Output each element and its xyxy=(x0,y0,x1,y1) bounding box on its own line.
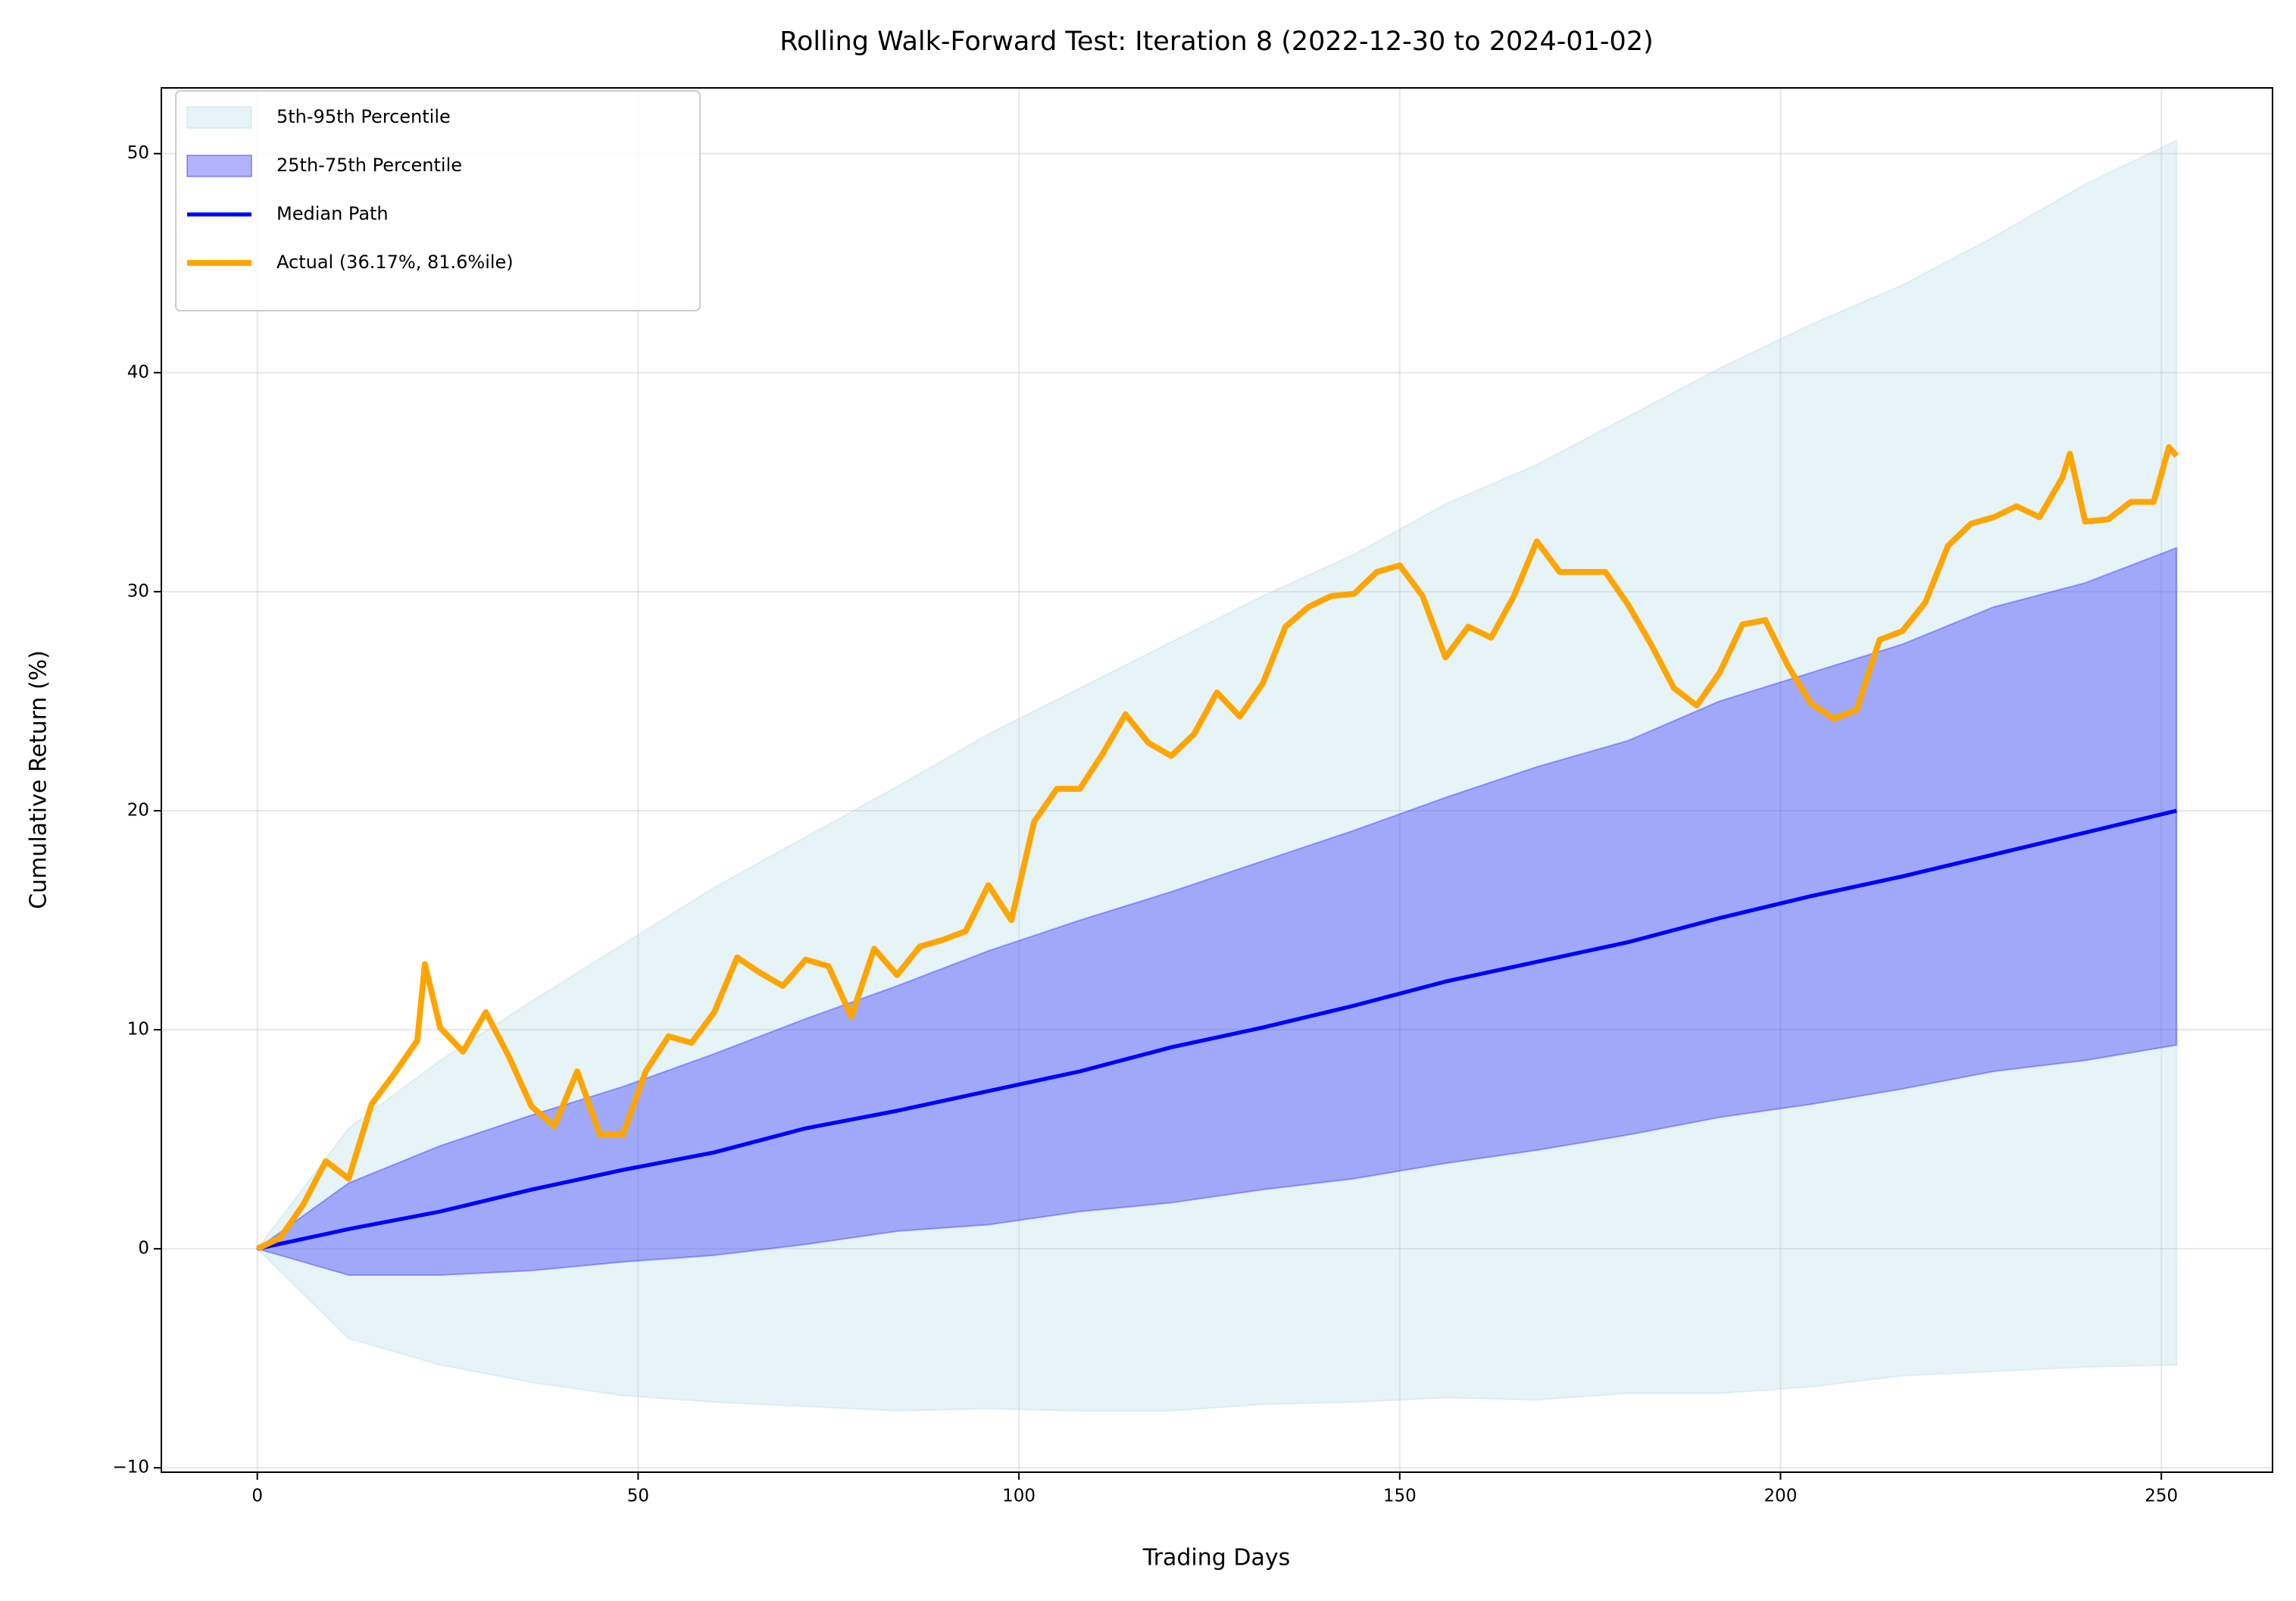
y-axis-label: Cumulative Return (%) xyxy=(26,650,52,909)
y-tick-label: 0 xyxy=(138,1239,149,1259)
legend-label: Actual (36.17%, 81.6%ile) xyxy=(276,252,514,273)
chart-title: Rolling Walk-Forward Test: Iteration 8 (… xyxy=(779,27,1654,57)
legend-swatch xyxy=(186,155,252,177)
band-area xyxy=(256,139,2178,1412)
x-tick-label: 250 xyxy=(2144,1487,2178,1506)
y-tick-label: 30 xyxy=(127,581,149,601)
legend-label: 5th-95th Percentile xyxy=(276,106,451,127)
axes-frame xyxy=(161,87,2273,1473)
series-line xyxy=(257,808,2177,1251)
y-tick-label: 10 xyxy=(127,1020,149,1040)
legend-box xyxy=(175,90,701,311)
y-tick-label: 50 xyxy=(127,143,149,163)
legend: 5th-95th Percentile 25th-75th Percentile M… xyxy=(175,90,701,311)
series-line xyxy=(255,444,2179,1252)
legend-label: Median Path xyxy=(276,203,389,224)
y-tick-label: −10 xyxy=(112,1458,149,1477)
legend-swatch xyxy=(186,106,252,129)
x-tick-label: 50 xyxy=(627,1487,649,1506)
x-tick-label: 200 xyxy=(1764,1487,1798,1506)
plot-area xyxy=(161,88,2273,1472)
x-tick-label: 100 xyxy=(1002,1487,1036,1506)
x-tick-label: 0 xyxy=(251,1487,263,1506)
y-tick-label: 40 xyxy=(127,362,149,382)
x-axis-label: Trading Days xyxy=(1142,1545,1290,1571)
y-tick-label: 20 xyxy=(127,800,149,820)
x-tick-label: 150 xyxy=(1383,1487,1417,1506)
legend-label: 25th-75th Percentile xyxy=(276,155,462,176)
band-area xyxy=(255,546,2178,1276)
